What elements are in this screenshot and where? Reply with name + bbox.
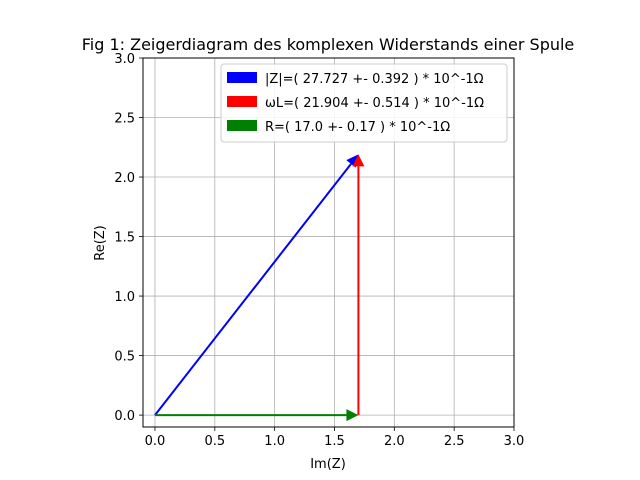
vectors — [154, 154, 365, 422]
legend-label: |Z|=( 27.727 +- 0.392 ) * 10^-1Ω — [265, 72, 484, 87]
legend-label: R=( 17.0 +- 0.17 ) * 10^-1Ω — [265, 120, 450, 135]
vector-0 — [154, 154, 359, 416]
plot-frame — [142, 57, 515, 428]
y-tick-label: 2.0 — [114, 171, 135, 186]
vector-arrowhead — [346, 409, 359, 422]
y-tick-label: 0.0 — [114, 409, 135, 424]
x-tick-label: 0.5 — [204, 434, 225, 449]
legend-swatch — [227, 120, 257, 131]
x-tick-label: 0.0 — [145, 434, 166, 449]
y-tick-label: 2.5 — [114, 112, 135, 127]
legend: |Z|=( 27.727 +- 0.392 ) * 10^-1Ω ωL=( 21.… — [220, 63, 508, 143]
legend-swatch — [227, 72, 257, 83]
y-axis-label: Re(Z) — [93, 225, 108, 261]
vector-arrowhead — [352, 154, 365, 167]
x-tick-label: 3.0 — [504, 434, 525, 449]
x-tick-label: 1.0 — [264, 434, 285, 449]
legend-box — [220, 63, 508, 143]
y-tick-label: 1.5 — [114, 231, 135, 246]
axis-ticks: 0.0 0.5 1.0 1.5 2.0 2.5 3.0 0.0 0.5 1.0 1.5 2.0 2.5 3… — [114, 52, 524, 449]
chart-title: Fig 1: Zeigerdiagram des komplexen Wider… — [82, 35, 575, 54]
y-tick-label: 0.5 — [114, 350, 135, 365]
x-tick-label: 1.5 — [324, 434, 345, 449]
x-tick-label: 2.5 — [444, 434, 465, 449]
legend-swatch — [227, 96, 257, 107]
y-tick-label: 1.0 — [114, 290, 135, 305]
x-tick-label: 2.0 — [384, 434, 405, 449]
vector-2 — [154, 409, 359, 422]
legend-label: ωL=( 21.904 +- 0.514 ) * 10^-1Ω — [265, 96, 484, 111]
x-axis-label: Im(Z) — [310, 457, 346, 472]
vector-shaft — [154, 163, 352, 416]
vector-1 — [352, 154, 365, 416]
y-tick-label: 3.0 — [114, 52, 135, 67]
